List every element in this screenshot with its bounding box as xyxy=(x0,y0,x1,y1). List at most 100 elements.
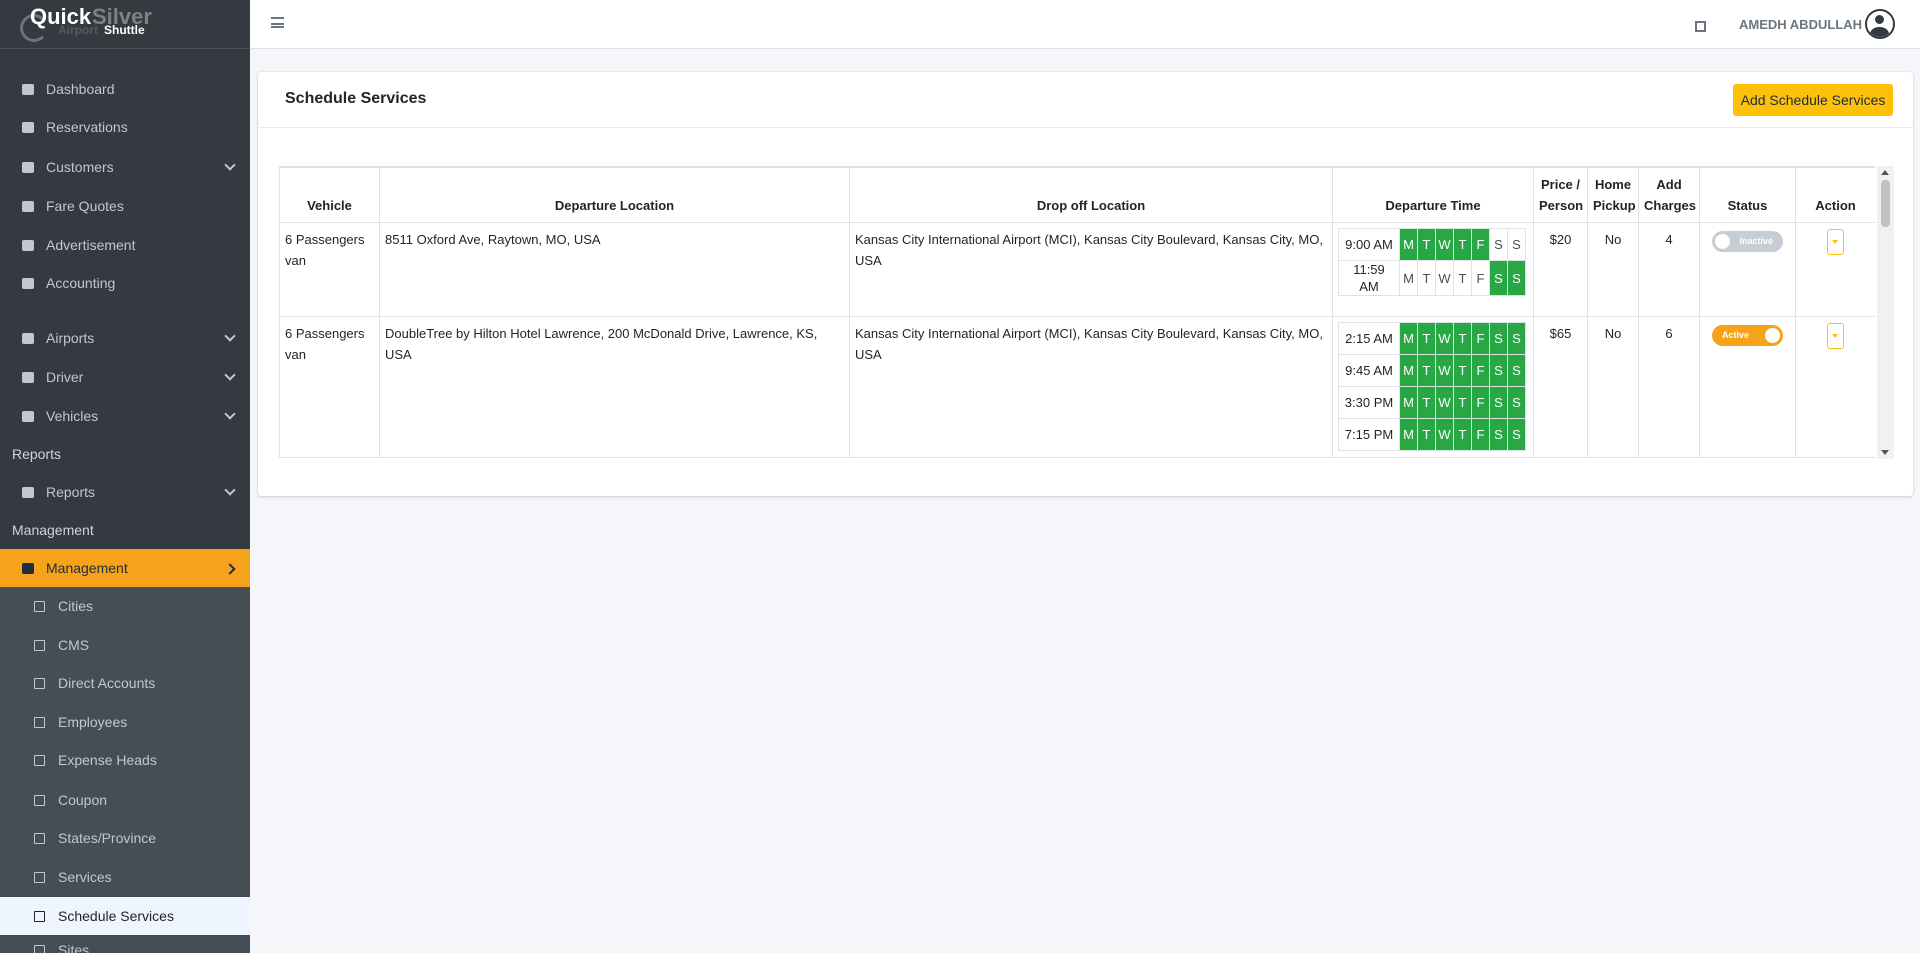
column-header: Drop off Location xyxy=(849,167,1333,223)
sidebar-sublink[interactable]: Direct Accounts xyxy=(0,664,250,702)
sidebar-link[interactable]: Airports xyxy=(0,319,250,357)
day-cell: T xyxy=(1453,228,1472,261)
card-title: Schedule Services xyxy=(285,90,427,107)
day-cell: W xyxy=(1435,418,1454,451)
menu-caret xyxy=(224,159,236,171)
day-cell: S xyxy=(1507,418,1526,451)
schedule-row: 11:59 AM M T W T F S S xyxy=(1338,260,1526,296)
status-toggle[interactable]: Inactive xyxy=(1712,231,1783,252)
action-dropdown[interactable] xyxy=(1827,323,1844,349)
departure-time: 9:00 AM xyxy=(1338,228,1400,261)
sidebar-link[interactable]: Accounting xyxy=(0,264,250,302)
day-cell: M xyxy=(1399,354,1418,387)
schedule-cell: 2:15 AM M T W T F S S 9:45 AM M T W T F S S 3:30 PM M T W T F… xyxy=(1332,316,1534,458)
departure-time: 7:15 PM xyxy=(1338,418,1400,451)
sidebar-link[interactable]: Management xyxy=(0,549,250,587)
scrollbar[interactable] xyxy=(1877,166,1894,459)
departure-cell: DoubleTree by Hilton Hotel Lawrence, 200… xyxy=(379,316,850,458)
menu-label: CMS xyxy=(58,637,90,653)
table-wrapper: Vehicle Departure Location Drop off Locati… xyxy=(279,166,1875,460)
add-charges-cell: 4 xyxy=(1638,222,1700,317)
logo-mark xyxy=(20,14,48,42)
day-cell: S xyxy=(1507,322,1526,355)
menu-label: Airports xyxy=(46,330,95,346)
day-cell: F xyxy=(1471,260,1490,296)
add-button[interactable]: Add Schedule Services xyxy=(1733,84,1893,116)
sidebar-link[interactable]: Reservations xyxy=(0,108,250,146)
sidebar-sublink[interactable]: States/Province xyxy=(0,819,250,857)
sidebar-heading: Management xyxy=(0,511,250,549)
menu-icon xyxy=(34,600,45,612)
menu-icon xyxy=(22,121,34,133)
status-cell: Active xyxy=(1699,316,1796,458)
sidebar-sublink[interactable]: Coupon xyxy=(0,781,250,819)
menu-icon xyxy=(22,371,34,383)
action-cell xyxy=(1795,316,1875,458)
dropoff-cell: Kansas City International Airport (MCI),… xyxy=(849,222,1333,317)
action-dropdown[interactable] xyxy=(1827,229,1844,255)
status-label: Inactive xyxy=(1739,236,1773,246)
schedule-row: 3:30 PM M T W T F S S xyxy=(1338,386,1526,419)
menu-icon xyxy=(22,486,34,498)
menu-icon xyxy=(22,332,34,344)
day-cell: S xyxy=(1489,418,1508,451)
departure-time: 11:59 AM xyxy=(1338,260,1400,296)
day-cell: F xyxy=(1471,322,1490,355)
user-avatar[interactable] xyxy=(1865,9,1895,39)
day-cell: W xyxy=(1435,228,1454,261)
day-cell: T xyxy=(1417,418,1436,451)
vehicle-cell: 6 Passengers van xyxy=(279,222,380,317)
menu-icon xyxy=(22,239,34,251)
menu-icon xyxy=(22,277,34,289)
schedule-row: 7:15 PM M T W T F S S xyxy=(1338,418,1526,451)
sidebar-sublink[interactable]: Employees xyxy=(0,703,250,741)
day-cell: W xyxy=(1435,260,1454,296)
submenu-background xyxy=(0,587,250,953)
user-name[interactable]: AMEDH ABDULLAH xyxy=(1739,17,1863,32)
sidebar-sublink[interactable]: Expense Heads xyxy=(0,741,250,779)
table-row: 6 Passengers van 8511 Oxford Ave, Raytown… xyxy=(279,222,1875,317)
sidebar-link[interactable]: Dashboard xyxy=(0,70,250,108)
brand-logo[interactable]: Quick Silver Airport Shuttle xyxy=(0,0,250,49)
sidebar-sublink[interactable]: Services xyxy=(0,858,250,896)
sidebar-sublink[interactable]: Cities xyxy=(0,587,250,625)
header-row: Vehicle Departure Location Drop off Locati… xyxy=(279,167,1875,223)
day-cell: S xyxy=(1489,260,1508,296)
sidebar-link[interactable]: Driver xyxy=(0,358,250,396)
sidebar-link[interactable]: Reports xyxy=(0,473,250,511)
sidebar-link[interactable]: Vehicles xyxy=(0,397,250,435)
day-cell: F xyxy=(1471,354,1490,387)
day-cell: T xyxy=(1453,322,1472,355)
day-cell: T xyxy=(1417,260,1436,296)
menu-label: Sites xyxy=(58,942,90,953)
day-cell: T xyxy=(1417,228,1436,261)
menu-icon xyxy=(22,200,34,212)
menu-icon xyxy=(22,562,34,574)
sidebar-link[interactable]: Advertisement xyxy=(0,226,250,264)
menu-icon xyxy=(22,161,34,173)
toggle-knob xyxy=(1765,328,1780,343)
menu-label: Fare Quotes xyxy=(46,198,124,214)
sidebar-sublink[interactable]: Schedule Services xyxy=(0,897,250,935)
day-cell: S xyxy=(1489,386,1508,419)
menu-caret xyxy=(224,330,236,342)
menu-label: Customers xyxy=(46,159,114,175)
menu-label: Coupon xyxy=(58,792,108,808)
fullscreen-toggle[interactable] xyxy=(1695,21,1706,32)
day-cell: S xyxy=(1507,354,1526,387)
schedule-cell: 9:00 AM M T W T F S S 11:59 AM M T W T F S S xyxy=(1332,222,1534,317)
action-cell xyxy=(1795,222,1875,317)
schedule-row: 2:15 AM M T W T F S S xyxy=(1338,322,1526,355)
home-pickup-cell: No xyxy=(1587,222,1639,317)
brand-word: Shuttle xyxy=(104,23,145,37)
day-cell: M xyxy=(1399,260,1418,296)
sidebar-sublink[interactable]: Sites xyxy=(0,931,250,953)
menu-toggle[interactable] xyxy=(271,17,284,28)
sidebar-sublink[interactable]: CMS xyxy=(0,626,250,664)
schedule-row: 9:45 AM M T W T F S S xyxy=(1338,354,1526,387)
schedule-row: 9:00 AM M T W T F S S xyxy=(1338,228,1526,261)
column-header: Price / Person xyxy=(1533,167,1588,223)
sidebar-link[interactable]: Customers xyxy=(0,148,250,186)
status-toggle[interactable]: Active xyxy=(1712,325,1783,346)
sidebar-link[interactable]: Fare Quotes xyxy=(0,187,250,225)
